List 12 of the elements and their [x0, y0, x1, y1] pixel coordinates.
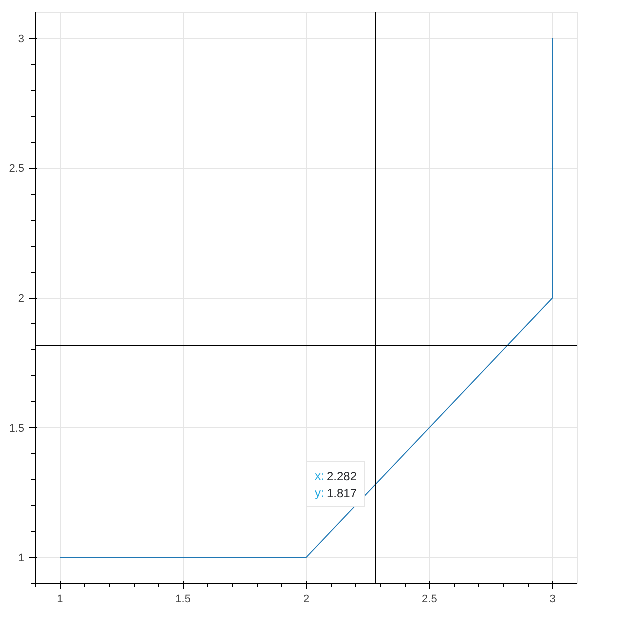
- x-tick-label: 1: [57, 594, 64, 606]
- y-tick-label: 1: [18, 552, 25, 565]
- x-tick-label: 3: [550, 594, 556, 606]
- y-tick-label: 2: [18, 293, 25, 305]
- y-tick-label: 3: [18, 33, 25, 46]
- y-tick-label: 2.5: [9, 163, 25, 176]
- x-tick-label: 2: [303, 594, 310, 606]
- y-tick-label: 1.5: [9, 422, 25, 435]
- x-tick-label: 1.5: [176, 594, 191, 606]
- annotation: y: 1.817: [314, 486, 358, 500]
- annotation: x: 2.282: [314, 468, 358, 484]
- x-tick-label: 2.5: [422, 594, 438, 606]
